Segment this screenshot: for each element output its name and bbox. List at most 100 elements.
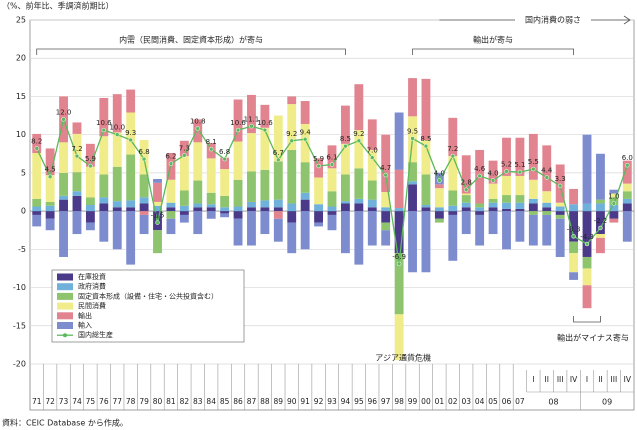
gdp-point [141,156,147,162]
data-label: 5.2 [501,160,512,168]
bar-segment [502,137,511,176]
annotation: 国内消費の弱さ [525,15,581,25]
bar-segment [260,211,270,235]
bar-segment [367,180,377,200]
gdp-point [222,156,227,162]
data-label: 10.8 [190,118,206,126]
data-label: 4.4 [541,166,553,174]
gdp-point [114,132,120,137]
bar-segment [260,104,270,128]
x-tick-label: 98 [394,397,404,406]
bar-segment [32,206,42,212]
bar-segment [488,202,498,208]
x-tick-label: 06 [502,397,512,406]
annotation-bg [515,14,591,25]
data-label: 3.3 [555,175,566,183]
legend-label: 固定資本形成（設備・住宅・公共投資含む） [78,291,218,300]
bar-segment [300,101,310,124]
bar-segment [609,218,619,223]
bar-segment [220,211,230,214]
legend-swatch [57,273,73,281]
bar-segment [220,169,230,196]
bar-segment [569,241,579,254]
bar-segment [622,191,632,199]
bar-segment [233,211,243,219]
bar-segment [179,140,189,157]
bar-segment [555,214,565,219]
annotation-bracket [412,48,574,55]
data-label: 9.4 [300,128,312,136]
bar-segment [300,211,310,250]
bar-segment [421,78,431,141]
gdp-point [611,201,617,206]
gdp-point [34,146,39,151]
bar-segment [622,211,632,242]
x-tick-label: 87 [247,397,257,406]
bar-segment [569,211,579,242]
bar-segment [609,193,619,198]
bar-segment [461,193,471,196]
bar-segment [247,133,256,172]
bar-segment [193,211,203,235]
x-tick-label: 77 [112,397,122,406]
data-label: 6.1 [326,153,337,161]
bar-segment [542,202,552,208]
bar-segment [32,211,42,215]
annotation: 輸出が寄与 [473,35,513,45]
x-tick-label: 83 [193,397,203,406]
gdp-point [155,220,160,225]
bar-segment [488,198,498,203]
bar-segment [528,203,538,212]
y-tick-label: 15 [16,92,26,101]
data-label: 8.2 [31,137,42,145]
bar-segment [153,201,162,206]
bar-segment [502,195,511,203]
x-tick-label: III [611,375,618,384]
bar-segment [99,203,109,212]
x-tick-label: 89 [274,397,284,406]
gdp-point [423,143,429,149]
gdp-point [356,138,362,144]
x-tick-label: 88 [260,397,270,406]
gdp-point [235,127,241,133]
annotation-bracket [36,48,346,55]
bar-segment [220,195,230,208]
bar-segment [260,169,270,201]
bar-segment [166,207,176,212]
gdp-point [262,127,268,133]
bar-segment [515,175,525,196]
data-label: 12.0 [56,108,72,116]
x-tick-label: 04 [475,397,485,406]
bar-segment [448,205,458,212]
bar-segment [166,218,176,235]
gdp-point [249,124,254,129]
bar-segment [475,207,485,212]
gdp-point [531,166,536,172]
bar-segment [126,154,136,201]
legend-swatch [57,302,73,310]
bar-segment [126,112,136,155]
gdp-point [477,173,482,179]
legend-swatch [57,312,73,320]
bar-segment [206,204,216,208]
bar-segment [475,203,485,208]
gdp-point [289,138,294,144]
annotation: 輸出がマイナス寄与 [557,333,629,343]
x-tick-label: 97 [381,397,391,406]
x-tick-label: 03 [461,397,471,406]
x-tick-label: 93 [327,397,337,406]
bar-segment [273,199,283,208]
bar-segment [126,211,136,265]
x-tick-label: IV [570,375,578,384]
bar-segment [596,199,605,204]
y-tick-label: 10 [16,130,26,139]
bar-segment [166,202,176,208]
bar-segment [287,96,297,105]
bar-segment [394,208,404,212]
bar-segment [139,203,149,212]
x-tick-label: 84 [206,397,216,406]
bar-segment [381,134,391,192]
bar-segment [609,204,619,212]
bar-segment [72,122,82,134]
gdp-point [182,153,187,158]
